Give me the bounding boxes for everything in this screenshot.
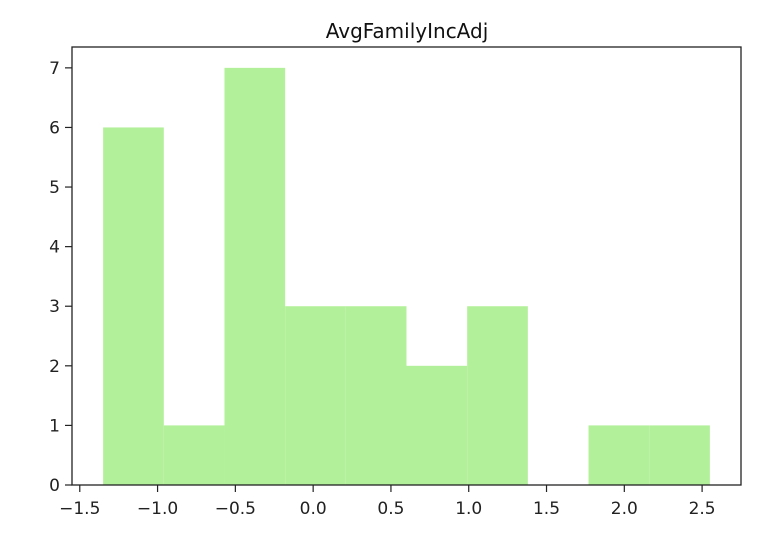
histogram-bar — [406, 365, 468, 485]
x-tick-label: −0.5 — [215, 499, 256, 519]
histogram-bar — [285, 306, 346, 485]
x-tick-label: 2.0 — [611, 499, 638, 519]
x-tick-label: 0.5 — [377, 499, 404, 519]
x-axis-ticks: −1.5 −1.0 −0.5 0.0 0.5 1.0 1.5 2.0 2.5 — [59, 485, 716, 519]
plot-frame — [71, 46, 742, 486]
y-tick-label: 3 — [49, 297, 60, 317]
y-tick-label: 2 — [49, 357, 60, 377]
histogram-bar — [345, 306, 407, 485]
y-tick-label: 4 — [49, 238, 60, 258]
x-tick-label: −1.0 — [137, 499, 178, 519]
x-tick-label: 0.0 — [300, 499, 327, 519]
histogram-bar — [163, 425, 225, 485]
x-tick-label: −1.5 — [59, 499, 100, 519]
y-tick-label: 0 — [49, 476, 60, 496]
chart-title: AvgFamilyIncAdj — [326, 19, 489, 43]
histogram-bar — [224, 67, 286, 485]
x-tick-label: 2.5 — [689, 499, 716, 519]
histogram-bar — [649, 425, 710, 485]
x-tick-label: 1.5 — [533, 499, 560, 519]
histogram-bar — [103, 127, 164, 486]
y-tick-label: 7 — [49, 59, 60, 79]
histogram-bar — [467, 306, 528, 485]
y-tick-label: 6 — [49, 118, 60, 138]
y-axis-ticks: 0 1 2 3 4 5 6 7 — [49, 59, 72, 496]
y-tick-label: 1 — [49, 416, 60, 436]
x-tick-label: 1.0 — [455, 499, 482, 519]
y-tick-label: 5 — [49, 178, 60, 198]
bars-group — [103, 67, 710, 486]
histogram-bar — [588, 425, 650, 485]
